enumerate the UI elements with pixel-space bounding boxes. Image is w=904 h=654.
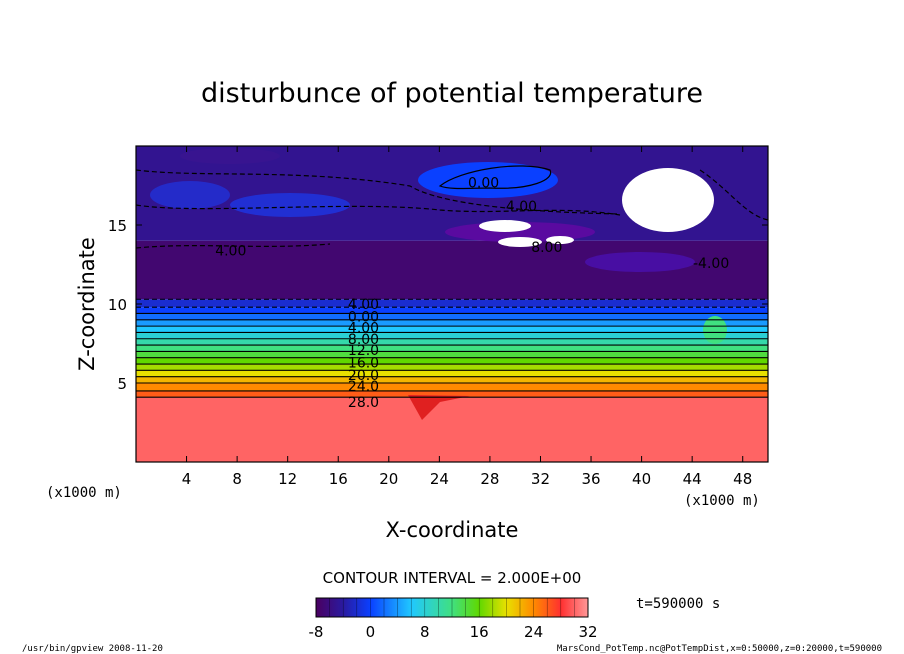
x-unit-right: (x1000 m): [684, 493, 760, 509]
heatmap-band: [136, 397, 768, 462]
x-tick-label: 32: [531, 470, 550, 488]
x-tick-label: 16: [329, 470, 348, 488]
contour-label: 28.0: [348, 395, 379, 411]
y-tick-label: 5: [117, 375, 127, 393]
x-tick-label: 48: [733, 470, 752, 488]
contour-labels: 0.004.004.00-4.008.004.000.004.008.0012.…: [215, 175, 729, 411]
chart-title: disturbunce of potential temperature: [201, 78, 703, 109]
footer-left: /usr/bin/gpview 2008-11-20: [22, 644, 163, 654]
contour-line: [136, 204, 621, 216]
contour-line: [136, 169, 621, 215]
heatmap-band: [136, 307, 768, 314]
heatmap-band: [136, 319, 768, 327]
purple-cell: [585, 252, 695, 272]
x-axis-label: X-coordinate: [386, 518, 519, 542]
x-tick-label: 20: [379, 470, 398, 488]
x-tick-label: 8: [232, 470, 242, 488]
undefined-region: [546, 236, 574, 244]
contour-label: 24.0: [348, 379, 379, 395]
contour-lines: [136, 165, 768, 398]
colorbar-tick-label: 8: [420, 623, 430, 641]
undefined-region: [498, 237, 542, 247]
x-tick-label: 40: [632, 470, 651, 488]
colorbar-tick-label: 0: [366, 623, 376, 641]
heatmap-band: [136, 376, 768, 383]
contour-label: 8.00: [531, 240, 562, 256]
contour-label: 4.00: [215, 243, 246, 259]
contour-interval-text: CONTOUR INTERVAL = 2.000E+00: [323, 569, 582, 587]
x-axis-ticks: 4 8 12 16 20 24 28 32 36 40 44 48: [182, 146, 752, 488]
contour-label: 4.00: [348, 321, 379, 337]
time-label: t=590000 s: [636, 596, 720, 612]
cold-dip: [408, 395, 470, 420]
heatmap-band: [136, 390, 768, 398]
contour-line: [136, 243, 331, 249]
contour-label: 12.0: [348, 343, 379, 359]
colorbar-tick-label: 24: [524, 623, 543, 641]
contour-label: 16.0: [348, 355, 379, 371]
contour-label: -4.00: [693, 256, 729, 272]
contour-label: 20.0: [348, 368, 379, 384]
contour-line: [699, 169, 768, 221]
heatmap-band: [136, 338, 768, 346]
contour-line: [438, 165, 552, 190]
x-tick-label: 44: [683, 470, 702, 488]
heatmap-band: [136, 326, 768, 333]
contour-label: 8.00: [348, 332, 379, 348]
heatmap-band: [136, 313, 768, 320]
indigo-cell: [180, 148, 280, 164]
x-tick-label: 24: [430, 470, 449, 488]
colorbar-tick-label: 32: [578, 623, 597, 641]
footer-right: MarsCond_PotTemp.nc@PotTempDist,x=0:5000…: [557, 644, 882, 654]
heatmap-band: [136, 364, 768, 371]
contour-label: 4.00: [506, 199, 537, 215]
contour-label: 4.00: [348, 297, 379, 313]
x-tick-label: 28: [480, 470, 499, 488]
heatmap-band: [136, 299, 768, 308]
y-tick-label: 15: [108, 217, 127, 235]
y-axis-ticks: 5 10 15: [108, 217, 768, 393]
heatmap-band: [136, 351, 768, 358]
heatmap-band: [136, 370, 768, 377]
blue-cell: [418, 162, 558, 198]
heatmap-band: [136, 345, 768, 352]
heatmap-band: [136, 357, 768, 365]
contour-label: 0.00: [468, 175, 499, 191]
undefined-region: [622, 168, 714, 232]
x-tick-label: 4: [182, 470, 192, 488]
colorbar-tick-label: -8: [309, 623, 324, 641]
undefined-region: [479, 220, 531, 232]
blue-cell: [230, 193, 350, 217]
x-unit-left: (x1000 m): [46, 485, 122, 501]
colorbar-ticks: -8 0 8 16 24 32: [309, 598, 598, 641]
field-features: [150, 148, 727, 420]
colorbar-tick-label: 16: [470, 623, 489, 641]
plot-area: [136, 146, 768, 462]
warm-bump: [703, 316, 727, 344]
heatmap-band: [136, 383, 768, 391]
heatmap-band: [136, 332, 768, 339]
x-tick-label: 12: [278, 470, 297, 488]
y-tick-label: 10: [108, 296, 127, 314]
contour-label: 0.00: [348, 310, 379, 326]
x-tick-label: 36: [581, 470, 600, 488]
y-axis-label: Z-coordinate: [75, 237, 99, 371]
blue-cell: [150, 181, 230, 209]
